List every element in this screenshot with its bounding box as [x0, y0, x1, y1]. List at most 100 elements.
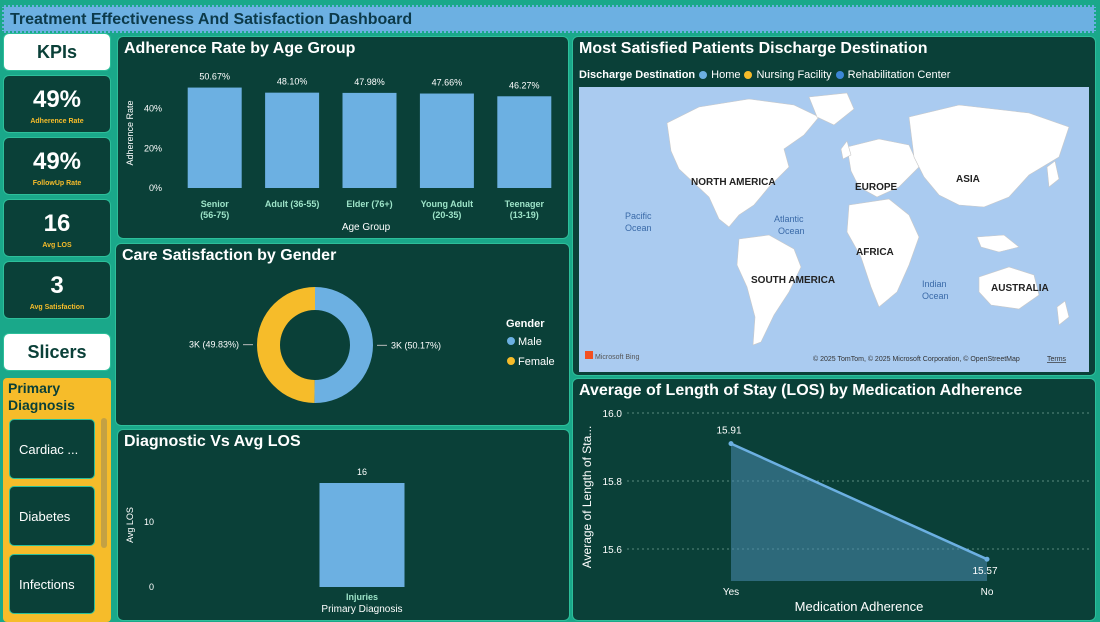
legend-title: Gender: [506, 318, 545, 330]
landmass-australia: [978, 266, 1040, 310]
bar[interactable]: [187, 87, 242, 188]
slicer-title: Primary Diagnosis: [8, 380, 75, 413]
y-tick-label: 10: [144, 517, 154, 527]
map-label-atlantic: Atlantic: [774, 214, 804, 224]
los-area-chart: 15.6 15.8 16.0 Average of Length of Sta... 1…: [580, 409, 1089, 614]
diagnostic-chart-title: Diagnostic Vs Avg LOS: [124, 433, 301, 450]
series-line: [730, 442, 988, 561]
legend-dot: [507, 337, 515, 345]
map-label-asia: ASIA: [956, 174, 980, 185]
slicer-item-infections[interactable]: Infections: [9, 554, 95, 614]
landmass-new-zealand: [1056, 300, 1070, 326]
pie-slice[interactable]: [314, 287, 373, 403]
discharge-map-panel: Most Satisfied Patients Discharge Destin…: [572, 36, 1096, 376]
legend-entry[interactable]: Female: [518, 356, 555, 368]
bar[interactable]: [342, 92, 397, 188]
map-label-south-america: SOUTH AMERICA: [751, 275, 835, 286]
data-label: 15.91: [716, 426, 741, 437]
adherence-chart-title: Adherence Rate by Age Group: [124, 40, 356, 57]
x-tick-label: Young Adult: [421, 199, 473, 209]
los-chart-title: Average of Length of Stay (LOS) by Medic…: [579, 382, 1023, 399]
slicer-item-diabetes[interactable]: Diabetes: [9, 486, 95, 546]
data-label: 15.57: [972, 566, 997, 577]
y-axis-label: Adherence Rate: [125, 100, 135, 165]
bar[interactable]: [319, 483, 405, 587]
x-tick-label: (13-19): [510, 210, 539, 220]
x-tick-label: No: [981, 587, 994, 598]
bar[interactable]: [419, 93, 474, 188]
legend-rehab-dot: [835, 71, 844, 79]
y-tick-label: 16.0: [603, 409, 623, 420]
x-tick-label: (56-75): [200, 210, 229, 220]
diagnostic-bar-chart: 0 10 Avg LOS 16 Injuries Primary Diagnosis: [125, 467, 405, 615]
adherence-chart-panel: Adherence Rate by Age Group 0% 20% 40% Adhe…: [117, 36, 569, 239]
map-label-europe: EUROPE: [855, 182, 898, 193]
landmass-group: [666, 92, 1070, 346]
bar[interactable]: [497, 96, 552, 188]
los-adherence-panel: Average of Length of Stay (LOS) by Medic…: [572, 378, 1096, 621]
y-tick-label: 0: [149, 582, 154, 592]
kpi-card-followup: 49% FollowUp Rate: [3, 137, 111, 195]
slicer-scrollbar[interactable]: [101, 418, 107, 548]
kpi-label: FollowUp Rate: [32, 180, 82, 187]
x-tick-label: Adult (36-55): [265, 199, 320, 209]
map-label-atlantic-ocean: Ocean: [778, 226, 805, 236]
map-brand: Microsoft Bing: [595, 354, 639, 361]
adherence-chart: 0% 20% 40% Adherence Rate 50.67% Senior(56-75…: [125, 72, 552, 233]
map-label-indian-ocean: Ocean: [922, 291, 949, 301]
y-tick-label: 20%: [144, 143, 162, 153]
kpi-card-avg-satisfaction: 3 Avg Satisfaction: [3, 261, 111, 319]
data-label: 50.67%: [199, 72, 230, 82]
slicer-item-cardiac[interactable]: Cardiac ...: [9, 419, 95, 479]
data-label: 47.66%: [432, 78, 463, 88]
data-point[interactable]: [728, 441, 734, 447]
map-attribution: © 2025 TomTom, © 2025 Microsoft Corporat…: [813, 355, 1020, 363]
landmass-indonesia: [976, 234, 1020, 253]
slice-label: 3K (50.17%): [391, 340, 441, 350]
slicers-header: Slicers: [3, 333, 111, 371]
kpi-value: 49%: [32, 86, 82, 113]
legend-rehab[interactable]: Rehabilitation Center: [847, 69, 951, 81]
legend-home[interactable]: Home: [711, 69, 741, 81]
gender-chart-panel: Care Satisfaction by Gender 3K (50.17%) 3…: [115, 243, 570, 426]
data-label: 46.27%: [509, 80, 540, 90]
x-tick-label: Teenager: [505, 199, 545, 209]
legend-dot: [507, 357, 515, 365]
dashboard-title: Treatment Effectiveness And Satisfaction…: [10, 11, 413, 28]
kpi-label: Avg LOS: [42, 242, 72, 249]
map-label-north-america: NORTH AMERICA: [691, 177, 776, 188]
slice-label: 3K (49.83%): [189, 340, 239, 350]
dashboard-title-bar: Treatment Effectiveness And Satisfaction…: [2, 5, 1096, 33]
landmass-greenland: [808, 92, 855, 126]
landmass-japan: [1046, 160, 1060, 188]
map-label-pacific-ocean: Ocean: [625, 223, 652, 233]
pie-slice[interactable]: [256, 287, 315, 403]
landmass-south-america: [736, 234, 802, 346]
x-tick-label: Senior: [201, 199, 230, 209]
map-label-africa: AFRICA: [856, 247, 894, 258]
map-legend-title: Discharge Destination: [579, 69, 696, 81]
map-title: Most Satisfied Patients Discharge Destin…: [579, 40, 928, 57]
area-fill: [731, 443, 987, 581]
landmass-uk: [840, 140, 852, 160]
world-map[interactable]: NORTH AMERICA EUROPE ASIA AFRICA SOUTH A…: [579, 87, 1089, 372]
legend-entry[interactable]: Male: [518, 336, 542, 348]
y-tick-label: 15.6: [603, 545, 623, 556]
map-terms: Terms: [1047, 356, 1067, 363]
data-point[interactable]: [984, 556, 990, 562]
landmass-north-america: [666, 98, 820, 228]
x-tick-label: Injuries: [346, 592, 378, 602]
kpi-label: Adherence Rate: [30, 118, 84, 125]
legend-nursing[interactable]: Nursing Facility: [756, 69, 832, 81]
landmass-asia: [908, 104, 1070, 208]
map-legend: Discharge Destination Home Nursing Facil…: [579, 69, 950, 81]
kpis-header: KPIs: [3, 33, 111, 71]
kpi-value: 16: [43, 210, 71, 237]
map-label-pacific: Pacific: [625, 211, 652, 221]
kpi-value: 49%: [32, 148, 82, 175]
landmass-europe: [846, 138, 920, 198]
bar[interactable]: [265, 92, 320, 188]
x-tick-label: Yes: [723, 587, 739, 598]
y-tick-label: 0%: [149, 183, 162, 193]
data-label: 48.10%: [277, 77, 308, 87]
